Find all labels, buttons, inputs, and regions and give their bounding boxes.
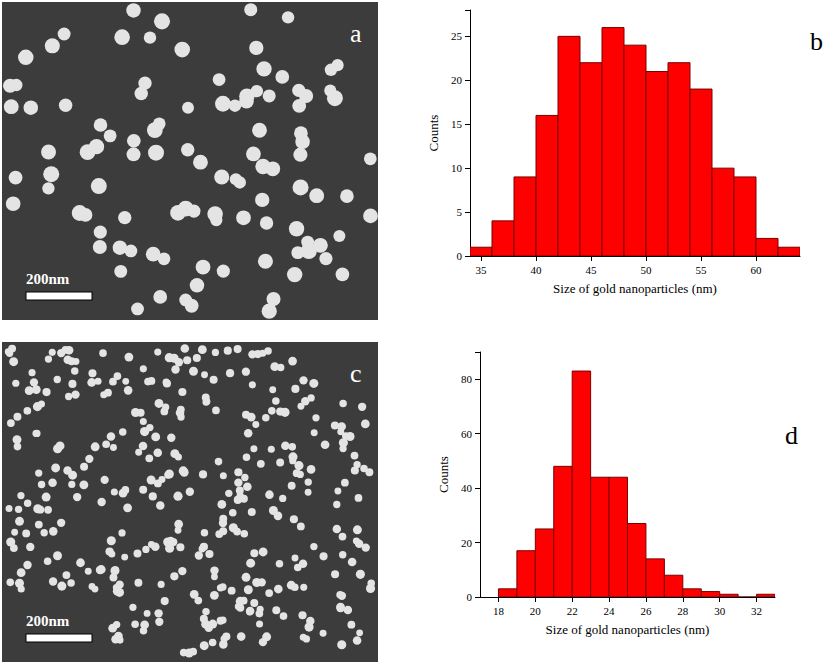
svg-text:30: 30	[714, 605, 726, 617]
svg-text:60: 60	[751, 264, 763, 276]
svg-text:b: b	[810, 27, 823, 56]
svg-text:Size of gold nanoparticles (nm: Size of gold nanoparticles (nm)	[553, 281, 717, 296]
svg-text:0: 0	[467, 591, 473, 603]
svg-text:50: 50	[641, 264, 653, 276]
svg-text:55: 55	[696, 264, 708, 276]
svg-text:80: 80	[461, 373, 473, 385]
svg-text:10: 10	[451, 162, 463, 174]
svg-text:Counts: Counts	[426, 115, 441, 152]
svg-text:200nm: 200nm	[26, 271, 70, 287]
svg-text:35: 35	[476, 264, 488, 276]
svg-text:0: 0	[457, 250, 463, 262]
svg-text:200nm: 200nm	[26, 613, 70, 629]
svg-text:18: 18	[493, 605, 505, 617]
svg-text:20: 20	[461, 537, 473, 549]
svg-text:40: 40	[461, 482, 473, 494]
svg-text:22: 22	[567, 605, 578, 617]
svg-text:32: 32	[751, 605, 762, 617]
svg-text:28: 28	[677, 605, 689, 617]
svg-text:Size of gold nanoparticles (nm: Size of gold nanoparticles (nm)	[546, 622, 710, 637]
svg-text:25: 25	[451, 30, 463, 42]
svg-text:d: d	[785, 421, 798, 450]
svg-text:20: 20	[451, 74, 463, 86]
svg-text:40: 40	[531, 264, 543, 276]
svg-text:26: 26	[640, 605, 652, 617]
svg-text:15: 15	[451, 118, 463, 130]
svg-text:20: 20	[530, 605, 542, 617]
svg-text:60: 60	[461, 428, 473, 440]
svg-text:Counts: Counts	[436, 456, 451, 493]
svg-text:c: c	[350, 359, 362, 388]
svg-text:45: 45	[586, 264, 598, 276]
svg-text:24: 24	[604, 605, 616, 617]
svg-text:5: 5	[457, 206, 463, 218]
svg-text:a: a	[350, 19, 362, 48]
